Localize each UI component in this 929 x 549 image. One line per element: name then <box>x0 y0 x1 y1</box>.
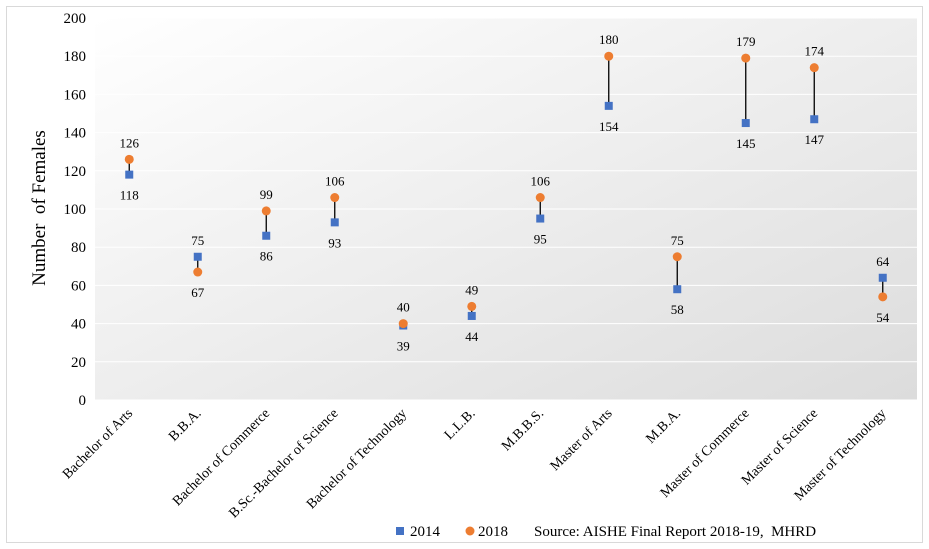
data-label-2018: 75 <box>671 233 684 248</box>
data-label-2014: 93 <box>328 235 341 250</box>
data-label-2014: 145 <box>736 136 756 151</box>
gridlines <box>95 17 917 401</box>
x-tick-label: M.B.A. <box>643 406 684 447</box>
data-label-2018: 54 <box>876 310 890 325</box>
data-label-2018: 126 <box>120 135 140 150</box>
data-label-2014: 64 <box>876 254 890 269</box>
point-2018 <box>398 319 408 329</box>
point-2014 <box>878 273 887 282</box>
data-label-2018: 106 <box>531 174 551 189</box>
source-note: Source: AISHE Final Report 2018-19, MHRD <box>534 524 816 540</box>
data-label-2018: 99 <box>260 187 273 202</box>
point-2018 <box>672 252 682 262</box>
point-2014 <box>673 285 682 294</box>
x-tick-label: Master of Arts <box>548 406 616 474</box>
y-axis-ticks: 0 20 40 60 80 100 120 140 160 180 200 <box>64 11 87 409</box>
data-label-2018: 67 <box>191 285 205 300</box>
data-labels: 118 126 75 67 86 99 93 106 39 40 44 49 95 106 154 180 58… <box>120 32 890 353</box>
point-2014 <box>193 252 202 261</box>
y-tick-label: 40 <box>71 317 86 333</box>
y-tick-label: 160 <box>64 87 87 103</box>
y-tick-label: 20 <box>71 355 86 371</box>
point-2014 <box>467 311 476 320</box>
point-2018 <box>741 53 751 63</box>
point-2014 <box>810 115 819 124</box>
y-tick-label: 60 <box>71 278 86 294</box>
point-2018 <box>809 63 819 73</box>
y-tick-label: 180 <box>64 49 87 65</box>
point-2018 <box>261 206 271 216</box>
data-label-2018: 174 <box>805 44 825 59</box>
data-label-2014: 58 <box>671 302 684 317</box>
data-label-2018: 180 <box>599 32 619 47</box>
point-2014 <box>262 231 271 240</box>
point-2014 <box>330 218 339 227</box>
data-label-2018: 49 <box>465 282 478 297</box>
point-2018 <box>330 193 340 203</box>
data-label-2014: 86 <box>260 249 274 264</box>
y-tick-label: 0 <box>79 393 87 409</box>
x-tick-label: Bachelor of Arts <box>60 406 136 482</box>
point-2014 <box>604 101 613 110</box>
data-label-2014: 44 <box>465 329 479 344</box>
data-label-2014: 118 <box>120 188 139 203</box>
data-label-2014: 75 <box>191 233 204 248</box>
point-2018 <box>878 292 888 302</box>
data-label-2018: 40 <box>397 300 410 315</box>
data-label-2014: 39 <box>397 339 410 354</box>
point-2014 <box>125 170 134 179</box>
legend-label-2018: 2018 <box>478 524 508 540</box>
point-2014 <box>741 119 750 128</box>
point-2014 <box>536 214 545 223</box>
x-tick-label: L.L.B. <box>442 406 479 443</box>
point-2018 <box>604 51 614 61</box>
point-2018 <box>193 267 203 277</box>
point-2018 <box>535 193 545 203</box>
data-label-2014: 154 <box>599 119 619 134</box>
legend-marker-2018 <box>465 526 475 536</box>
data-marks <box>124 51 888 330</box>
x-tick-label: B.Sc.-Bachelor of Science <box>227 406 342 521</box>
data-label-2018: 106 <box>325 174 345 189</box>
point-2018 <box>124 154 134 164</box>
data-label-2014: 147 <box>805 132 825 147</box>
y-tick-label: 140 <box>64 126 87 142</box>
y-tick-label: 100 <box>64 202 87 218</box>
data-label-2018: 179 <box>736 34 756 49</box>
legend: 2014 2018 Source: AISHE Final Report 201… <box>396 524 816 540</box>
point-2018 <box>467 301 477 311</box>
x-tick-label: B.B.A. <box>166 406 204 444</box>
data-label-2014: 95 <box>534 232 547 247</box>
x-axis-ticks: Bachelor of Arts B.B.A.Bachelor of Commer… <box>60 406 890 521</box>
y-axis-label: Number of Females <box>29 130 50 286</box>
x-tick-label: M.B.B.S. <box>499 406 547 454</box>
legend-label-2014: 2014 <box>410 524 441 540</box>
y-tick-label: 200 <box>64 11 87 27</box>
y-tick-label: 120 <box>64 164 87 180</box>
y-tick-label: 80 <box>71 240 86 256</box>
legend-marker-2014 <box>396 527 404 535</box>
